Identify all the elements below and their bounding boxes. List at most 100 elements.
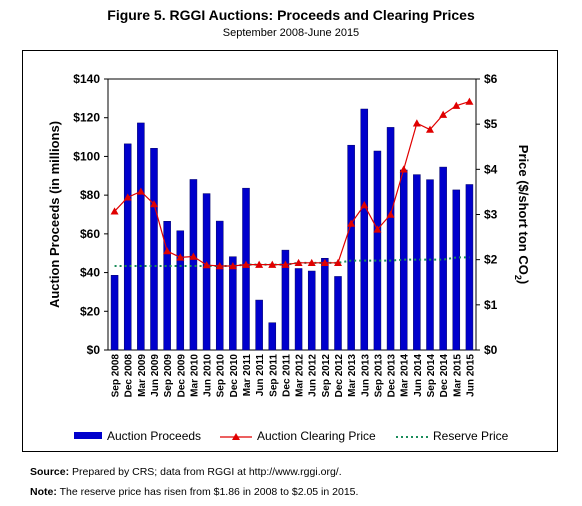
left-tick-label: $20 — [80, 304, 100, 318]
figure-subtitle: September 2008-June 2015 — [222, 27, 360, 39]
left-tick-label: $80 — [80, 188, 100, 202]
plot-area — [107, 78, 477, 351]
right-tick-label: $4 — [484, 162, 498, 176]
clearing-price-marker — [426, 125, 434, 133]
x-tick-label: Jun 2014 — [413, 354, 424, 397]
x-tick-label: Dec 2014 — [439, 354, 450, 398]
legend-label-reserve: Reserve Price — [433, 429, 509, 443]
x-tick-label: Sep 2010 — [216, 354, 227, 398]
note-label: Note: — [30, 486, 57, 498]
legend-swatch-clearing-marker — [232, 433, 240, 440]
right-tick-label: $6 — [484, 72, 498, 86]
proceeds-bar — [452, 189, 461, 351]
proceeds-bar — [163, 221, 171, 351]
proceeds-bar — [399, 169, 408, 351]
chart-frame — [22, 50, 558, 452]
right-tick-label: $0 — [484, 343, 498, 357]
left-tick-label: $120 — [73, 111, 100, 125]
left-tick-label: $60 — [80, 227, 100, 241]
proceeds-bar — [123, 143, 132, 351]
proceeds-bar — [426, 179, 434, 351]
clearing-price-marker — [110, 207, 119, 215]
x-tick-label: Jun 2009 — [150, 354, 161, 397]
clearing-price-marker — [242, 260, 250, 268]
x-tick-label: Jun 2011 — [255, 354, 266, 397]
clearing-price-marker — [268, 260, 277, 268]
clearing-price-marker — [215, 261, 224, 270]
x-tick-label: Mar 2014 — [400, 354, 411, 397]
proceeds-bar — [413, 174, 421, 351]
x-tick-label: Dec 2013 — [387, 354, 398, 398]
x-tick-label: Mar 2013 — [347, 354, 358, 397]
reserve-price-line — [114, 256, 470, 267]
left-tick-label: $0 — [87, 343, 101, 357]
x-tick-label: Jun 2013 — [360, 354, 371, 397]
proceeds-bar — [110, 275, 119, 351]
clearing-price-marker — [202, 261, 211, 269]
clearing-price-marker — [163, 247, 172, 255]
proceeds-bar — [347, 144, 355, 351]
clearing-price-marker — [334, 258, 342, 267]
right-tick-label: $2 — [484, 253, 498, 267]
clearing-price-marker — [189, 252, 198, 260]
x-tick-label: Dec 2012 — [334, 354, 345, 398]
x-tick-label: Sep 2011 — [268, 354, 279, 397]
clearing-price-marker — [228, 261, 237, 270]
x-tick-label: Mar 2015 — [452, 354, 463, 397]
right-tick-label: $5 — [484, 117, 498, 131]
left-axis-title: Auction Proceeds (in millions) — [47, 121, 62, 308]
x-tick-label: Sep 2014 — [426, 354, 437, 398]
right-tick-label: $1 — [484, 298, 498, 312]
clearing-price-marker — [136, 187, 145, 195]
right-axis-title: Price ($/short ton CO2) — [513, 145, 531, 284]
proceeds-bar — [215, 220, 224, 351]
clearing-price-marker — [399, 165, 408, 173]
clearing-price-marker — [347, 219, 356, 227]
legend-label-clearing: Auction Clearing Price — [257, 429, 376, 443]
clearing-price-marker — [320, 258, 329, 267]
proceeds-bar — [189, 179, 198, 351]
x-tick-label: Dec 2010 — [229, 354, 240, 398]
clearing-price-marker — [281, 260, 290, 268]
x-tick-label: Dec 2008 — [124, 354, 135, 398]
proceeds-bar — [465, 184, 474, 351]
proceeds-bar — [242, 187, 250, 351]
proceeds-bar — [321, 257, 329, 351]
proceeds-bar — [360, 108, 369, 351]
clearing-price-marker — [360, 201, 369, 209]
proceeds-bar — [334, 276, 342, 351]
clearing-price-marker — [412, 119, 421, 127]
clearing-price-marker — [150, 200, 158, 208]
x-tick-label: Mar 2010 — [189, 354, 200, 397]
proceeds-bar — [176, 230, 185, 351]
clearing-price-marker — [386, 210, 395, 218]
reserve-note: Note: The reserve price has risen from $… — [30, 486, 358, 498]
clearing-price-marker — [307, 258, 316, 267]
proceeds-bar — [202, 193, 211, 351]
left-tick-label: $100 — [73, 149, 100, 163]
proceeds-bar — [281, 249, 290, 351]
x-tick-label: Dec 2009 — [176, 354, 187, 398]
proceeds-bar — [386, 127, 395, 351]
proceeds-bar — [307, 270, 316, 351]
x-tick-label: Jun 2012 — [308, 354, 319, 397]
x-tick-label: Dec 2011 — [281, 354, 292, 397]
proceeds-bar — [268, 322, 277, 351]
proceeds-bar — [137, 122, 145, 351]
x-tick-label: Sep 2012 — [321, 354, 332, 398]
legend-label-proceeds: Auction Proceeds — [107, 429, 201, 443]
figure-title: Figure 5. RGGI Auctions: Proceeds and Cl… — [107, 7, 475, 23]
clearing-price-marker — [294, 258, 303, 267]
note-text: The reserve price has risen from $1.86 i… — [56, 486, 359, 498]
proceeds-bar — [150, 148, 158, 351]
x-tick-label: Mar 2011 — [242, 354, 253, 397]
x-tick-label: Mar 2012 — [295, 354, 306, 397]
proceeds-bar — [373, 150, 382, 351]
left-tick-label: $40 — [80, 266, 100, 280]
x-tick-label: Sep 2008 — [111, 354, 122, 398]
clearing-price-marker — [176, 253, 185, 261]
proceeds-bar — [229, 256, 237, 351]
source-note: Source: Prepared by CRS; data from RGGI … — [30, 466, 342, 478]
clearing-price-marker — [465, 97, 474, 105]
